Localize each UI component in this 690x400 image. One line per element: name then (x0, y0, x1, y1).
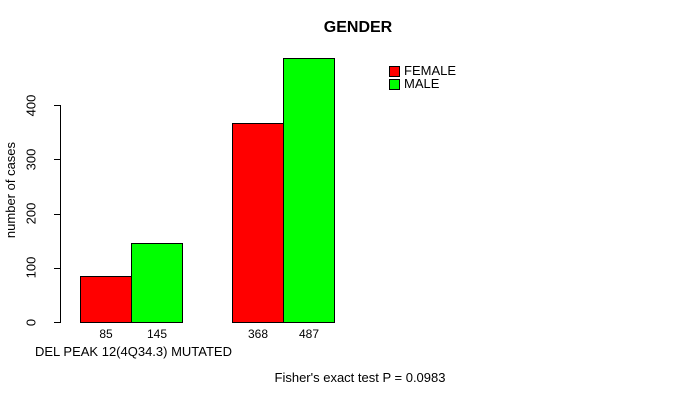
y-tick-label: 100 (23, 256, 39, 279)
legend: FEMALE MALE (389, 63, 457, 91)
y-tick-label: 0 (23, 318, 39, 326)
y-tick-mark (54, 322, 60, 323)
legend-item-male: MALE (389, 76, 456, 91)
female-color-swatch (389, 65, 400, 77)
y-axis (60, 105, 61, 323)
bar-value-label: 85 (99, 327, 113, 341)
bar-male-group1 (131, 243, 183, 323)
y-tick-label: 300 (23, 148, 39, 171)
y-tick-label: 400 (23, 94, 39, 117)
x-axis-caption: DEL PEAK 12(4Q34.3) MUTATED (35, 344, 232, 359)
legend-label-male: MALE (404, 76, 440, 91)
y-axis-label: number of cases (3, 141, 18, 239)
male-color-swatch (389, 78, 400, 90)
y-tick-mark (54, 213, 60, 215)
bar-value-label: 368 (247, 327, 269, 341)
bar-value-label: 145 (146, 327, 168, 341)
stat-annotation: Fisher's exact test P = 0.0983 (274, 370, 446, 385)
bar-value-label: 487 (298, 327, 320, 341)
chart-title: GENDER (323, 19, 393, 36)
bar-female-group2 (232, 122, 284, 323)
legend-label-female: FEMALE (404, 63, 457, 78)
bar-female-group1 (80, 275, 132, 323)
legend-item-female: FEMALE (389, 63, 457, 78)
y-tick-mark (54, 267, 60, 269)
bar-male-group2 (283, 58, 335, 323)
y-tick-mark (54, 159, 60, 161)
y-tick-label: 200 (23, 202, 39, 225)
y-tick-mark (54, 105, 60, 107)
